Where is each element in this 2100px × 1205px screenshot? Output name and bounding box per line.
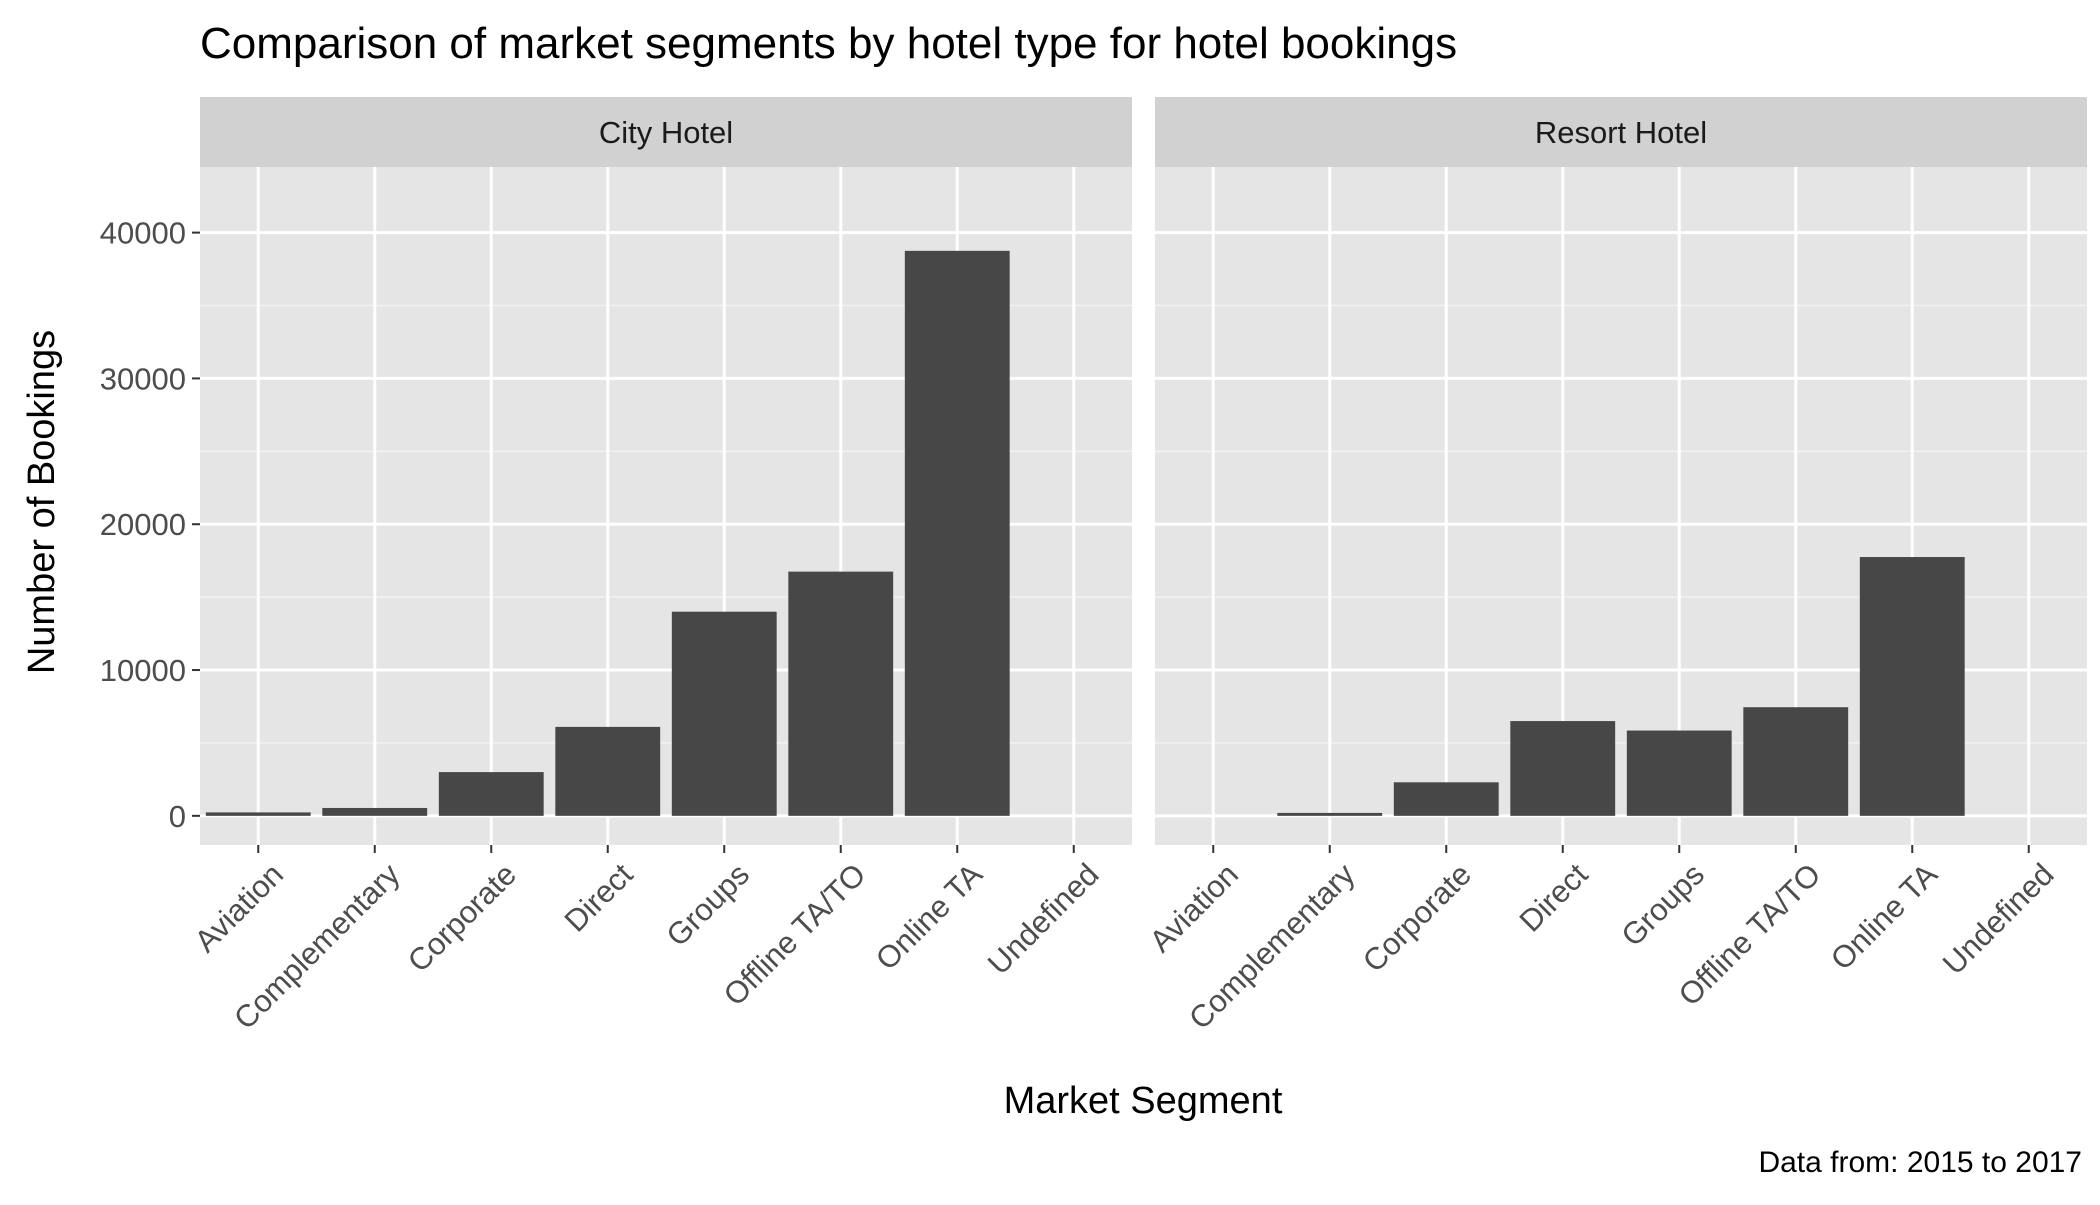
facet-panel: City HotelAviationComplementaryCorporate… — [188, 97, 1132, 1036]
facet-strip — [1155, 97, 2087, 167]
x-axis-title: Market Segment — [1004, 1080, 1283, 1122]
bar — [555, 726, 661, 816]
bar — [1626, 730, 1732, 816]
facet-strip — [200, 97, 1132, 167]
x-tick-label: Aviation — [188, 857, 290, 959]
bar — [1510, 721, 1616, 816]
bar — [904, 250, 1010, 816]
x-tick-label: Undefined — [1936, 857, 2061, 982]
x-tick-label: Online TA — [869, 856, 989, 976]
bar — [438, 772, 544, 816]
bar — [1743, 707, 1849, 816]
x-tick-label: Online TA — [1824, 856, 1944, 976]
panels-layer: City HotelAviationComplementaryCorporate… — [188, 97, 2087, 1036]
bar — [1277, 812, 1383, 816]
bar — [1393, 782, 1499, 816]
x-tick-label: Corporate — [1356, 857, 1478, 979]
bar — [788, 571, 894, 816]
x-tick-label: Groups — [659, 857, 756, 954]
bar — [671, 611, 777, 816]
y-tick-label: 30000 — [100, 361, 186, 396]
y-tick-label: 0 — [169, 799, 186, 834]
y-axis-title: Number of Bookings — [21, 330, 63, 674]
facet-strip-label: Resort Hotel — [1535, 115, 1707, 150]
x-tick-label: Corporate — [401, 857, 523, 979]
x-tick-label: Direct — [558, 856, 640, 938]
bar — [322, 807, 428, 816]
chart-caption: Data from: 2015 to 2017 — [1758, 1146, 2082, 1179]
bar — [205, 812, 311, 816]
bar — [1859, 557, 1965, 816]
y-axis: 0 10000 20000 30000 40000 — [100, 216, 200, 834]
x-tick-label: Aviation — [1143, 857, 1245, 959]
y-tick-label: 10000 — [100, 653, 186, 688]
chart-title: Comparison of market segments by hotel t… — [200, 19, 1457, 68]
y-tick-label: 40000 — [100, 216, 186, 251]
x-tick-label: Direct — [1513, 856, 1595, 938]
x-tick-label: Groups — [1614, 857, 1711, 954]
facet-strip-label: City Hotel — [599, 115, 733, 150]
y-tick-label: 20000 — [100, 507, 186, 542]
facet-panel: Resort HotelAviationComplementaryCorpora… — [1143, 97, 2087, 1036]
x-tick-label: Undefined — [981, 857, 1106, 982]
